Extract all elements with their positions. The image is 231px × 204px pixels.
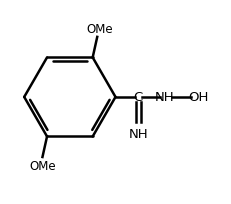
Text: C: C bbox=[134, 91, 143, 104]
Text: OMe: OMe bbox=[86, 22, 113, 35]
Text: NH: NH bbox=[155, 91, 174, 104]
Text: OMe: OMe bbox=[29, 160, 56, 172]
Text: OH: OH bbox=[189, 91, 209, 104]
Text: NH: NH bbox=[128, 127, 148, 140]
